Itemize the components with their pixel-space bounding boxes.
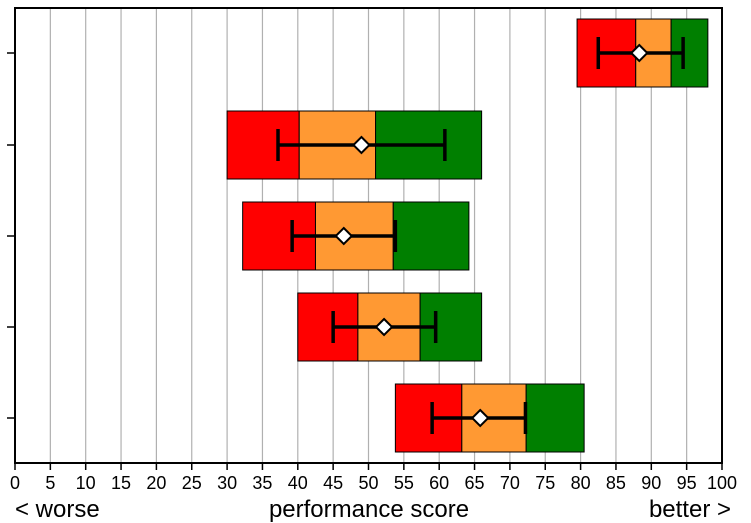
x-tick-label: 80 xyxy=(571,473,591,493)
marker-diamond xyxy=(470,408,490,428)
x-tick-label: 20 xyxy=(146,473,166,493)
x-tick-label: 90 xyxy=(641,473,661,493)
x-left-note: < worse xyxy=(15,496,100,523)
marker-diamond xyxy=(374,317,394,337)
x-tick-label: 65 xyxy=(465,473,485,493)
y-ticks xyxy=(7,52,15,419)
x-tick-label: 85 xyxy=(606,473,626,493)
x-axis-ticks: 0 5 10 15 20 25 30 35 40 45 50 55 60 65 70 75 80 85 90 95 10… xyxy=(10,463,737,493)
marker-diamond xyxy=(352,135,371,155)
band-high xyxy=(525,383,585,453)
markers xyxy=(276,37,685,434)
band-high xyxy=(392,201,470,271)
x-tick-label: 50 xyxy=(358,473,378,493)
x-tick-label: 15 xyxy=(111,473,131,493)
x-tick-label: 60 xyxy=(429,473,449,493)
x-tick-label: 25 xyxy=(182,473,202,493)
x-right-note: better > xyxy=(649,496,731,523)
x-tick-label: 45 xyxy=(323,473,343,493)
x-tick-label: 5 xyxy=(45,473,55,493)
marker-diamond xyxy=(629,43,649,63)
x-axis-label: performance score xyxy=(269,496,469,523)
x-tick-label: 10 xyxy=(76,473,96,493)
x-tick-label: 40 xyxy=(288,473,308,493)
x-tick-label: 35 xyxy=(252,473,272,493)
x-tick-label: 55 xyxy=(394,473,414,493)
x-tick-label: 0 xyxy=(10,473,20,493)
x-tick-label: 95 xyxy=(677,473,697,493)
x-tick-label: 30 xyxy=(217,473,237,493)
x-tick-label: 100 xyxy=(707,473,737,493)
marker-diamond xyxy=(334,226,354,246)
x-tick-label: 70 xyxy=(500,473,520,493)
x-tick-label: 75 xyxy=(535,473,555,493)
